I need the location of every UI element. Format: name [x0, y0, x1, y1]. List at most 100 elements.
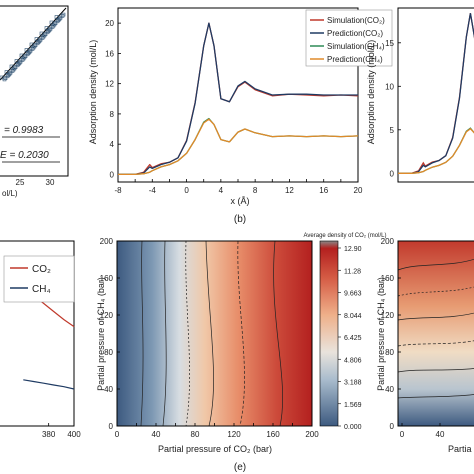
x-tick-label: -8 [114, 186, 122, 195]
colorbar [319, 240, 339, 427]
y-tick-label: 40 [104, 385, 113, 394]
contour-line [397, 340, 474, 347]
parity-point [31, 45, 36, 50]
parity-point [11, 67, 16, 72]
y-tick-label: 5 [390, 126, 395, 135]
parity-points [0, 12, 66, 82]
x-tick-label: 4 [219, 186, 224, 195]
panel-b-ylabel: Adsorption density (mol/L) [88, 40, 98, 145]
panel-e: 0 40 80 120 160 200 0 40 80 120 160 200 Partial pre… [96, 233, 386, 473]
colorbar-tick-label: 6.425 [344, 335, 362, 342]
parity-point [48, 26, 53, 31]
parity-point [29, 42, 34, 47]
legend-pred-co2: Prediction(CO₂) [327, 29, 383, 38]
y-tick-label: 0 [390, 422, 395, 431]
x-tick-label: 160 [266, 430, 280, 439]
parity-point [23, 54, 28, 59]
series-pred-co2 [118, 22, 358, 176]
parity-point [53, 21, 58, 26]
y-tick-label: 0 [390, 169, 395, 178]
x-tick-label: 40 [152, 430, 161, 439]
colorbar-tick-label: 9.663 [344, 291, 362, 298]
parity-point [21, 56, 26, 61]
contour-line [237, 240, 245, 427]
parity-point [58, 15, 63, 20]
heatmap-f-frame [397, 240, 474, 427]
colorbar-tick-label: 1.569 [344, 402, 362, 409]
parity-point [6, 73, 11, 77]
plot-frame [0, 240, 75, 427]
panel-f-ylabel: Partial pressure of CH₄ (bar) [376, 277, 386, 391]
panel-e-ylabel: Partial pressure of CH₄ (bar) [96, 277, 106, 391]
panel-f-xlabel: Partia [448, 444, 472, 454]
contour-line [162, 240, 167, 427]
series-pred-ch4 [398, 127, 474, 174]
panel-e-xlabel: Partial pressure of CO₂ (bar) [158, 444, 272, 454]
contour-line [397, 368, 474, 373]
colorbar-title: Average density of CO₂ (mol/L) [304, 233, 387, 239]
parity-point [45, 30, 50, 35]
parity-point [38, 37, 43, 42]
parity-point [19, 53, 24, 58]
parity-point [13, 65, 18, 69]
panel-b-plot: -8 -4 0 4 8 12 16 20 0 4 8 12 16 20 [105, 7, 363, 195]
heatmap-contours [140, 240, 283, 427]
series-sim-ch4 [118, 117, 359, 176]
stat-r2: = 0.9983 [4, 125, 44, 136]
x-tick-label: 200 [305, 430, 319, 439]
heatmap-f-contours [397, 258, 474, 399]
x-tick-label: 40 [436, 430, 445, 439]
parity-point [43, 32, 48, 37]
x-tick-label: 80 [191, 430, 200, 439]
y-tick-label: 120 [100, 311, 114, 320]
y-tick-label: 200 [381, 237, 395, 246]
x-tick-label: 0 [184, 186, 189, 195]
parity-point [50, 24, 55, 29]
parity-point [49, 20, 54, 25]
legend-box [3, 255, 75, 303]
parity-point [26, 51, 31, 55]
panel-a-frame [0, 5, 69, 177]
parity-point [18, 59, 23, 64]
y-tick-label: 0 [110, 170, 115, 179]
parity-point [61, 12, 66, 17]
contour-line [397, 286, 474, 297]
panel-a-xtick: 25 [16, 178, 25, 187]
contour-line [273, 240, 283, 427]
y-tick-label: 20 [105, 19, 114, 28]
x-tick-label: 120 [227, 430, 241, 439]
stat-error: E = 0.2030 [0, 150, 49, 161]
contour-line [140, 240, 144, 427]
x-tick-label: 0 [115, 430, 120, 439]
y-tick-label: 16 [105, 49, 114, 58]
panel-e-axes: 0 40 80 120 160 200 0 40 80 120 160 200 [100, 237, 320, 439]
y-tick-label: 15 [385, 39, 394, 48]
plot-frame [397, 7, 474, 183]
legend-sim-ch4: Simulation(CH₄) [327, 42, 385, 51]
parity-point [36, 40, 41, 44]
heatmap-field [117, 241, 312, 426]
x-tick-label: 8 [253, 186, 258, 195]
panel-f: 0 40 80 120 160 200 0 40 Partial pressure of CH… [376, 237, 474, 454]
parity-point [3, 76, 8, 80]
panel-b: Adsorption density (mol/L) -8 -4 0 4 8 12 16 20… [88, 7, 393, 225]
colorbar-tick-label: 0.000 [344, 424, 362, 431]
series-ch4 [23, 379, 75, 390]
parity-point [9, 64, 14, 69]
panel-b-legend: Simulation(CO₂) Prediction(CO₂) Simulati… [305, 9, 393, 67]
x-tick-label: 0 [400, 430, 405, 439]
series-pred-co2 [398, 13, 474, 174]
parity-point [60, 14, 65, 18]
x-tick-label: 16 [319, 186, 328, 195]
panel-d: 380 400 CO₂ CH₄ [0, 240, 81, 439]
panel-b-caption: (b) [234, 214, 246, 225]
series-pred-ch4 [118, 118, 359, 176]
colorbar-tick-label: 12.90 [344, 246, 362, 253]
contour-line [397, 394, 474, 399]
legend-pred-ch4: Prediction(CH₄) [327, 55, 383, 64]
parity-point [16, 62, 21, 66]
contour-line [397, 258, 474, 271]
parity-point [55, 19, 60, 24]
y-tick-label: 10 [385, 82, 394, 91]
colorbar-ticks: 12.90 11.28 9.663 8.044 6.425 4.806 3.188 1.569… [338, 246, 362, 431]
